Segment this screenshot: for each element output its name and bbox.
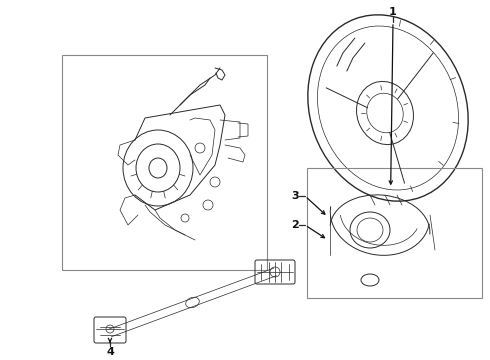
Text: 1: 1	[389, 7, 397, 17]
Text: 2: 2	[291, 220, 299, 230]
Text: 4: 4	[106, 347, 114, 357]
Text: 3: 3	[291, 191, 299, 201]
Bar	[307, 168, 482, 298]
Bar	[62, 55, 267, 270]
